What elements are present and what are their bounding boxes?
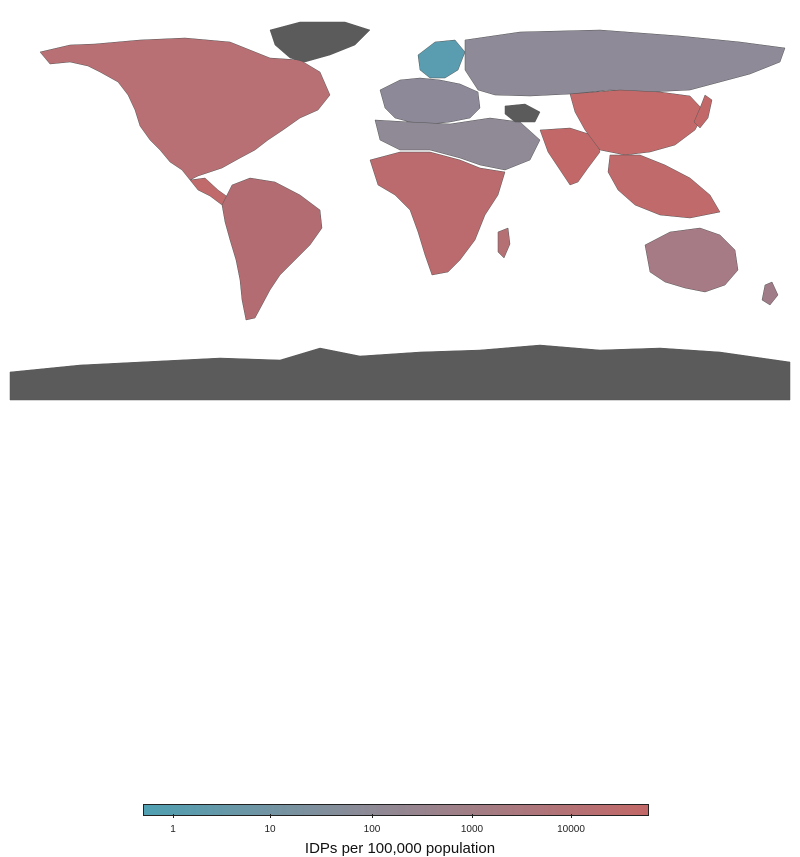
map-canvas (9, 21, 791, 401)
legend-tick (173, 814, 174, 818)
region-madagascar (497, 227, 511, 259)
region-new-zealand (761, 281, 779, 306)
region-greenland (269, 21, 371, 63)
region-russia (464, 29, 786, 97)
legend: 1 10 100 1000 10000 IDPs per 100,000 pop… (0, 400, 800, 857)
legend-tick-label-1: 1 (170, 824, 176, 835)
region-africa (369, 151, 506, 276)
legend-tick (472, 814, 473, 818)
legend-tick (372, 814, 373, 818)
region-mena (374, 117, 541, 171)
region-south-asia (539, 127, 601, 186)
region-north-america (39, 37, 331, 181)
region-southeast-asia (607, 154, 721, 219)
legend-tick-label-100: 100 (363, 824, 381, 835)
region-south-america (221, 177, 323, 321)
legend-tick-label-10: 10 (264, 824, 276, 835)
legend-tick-label-10000: 10000 (557, 824, 585, 835)
region-no-data-central-asia (504, 103, 541, 123)
region-east-asia (569, 89, 706, 156)
region-antarctica (9, 344, 791, 401)
region-australia (644, 227, 739, 293)
region-europe (379, 77, 481, 125)
legend-tick (270, 814, 271, 818)
legend-tick-label-1000: 1000 (460, 824, 484, 835)
legend-tick (571, 814, 572, 818)
region-japan (693, 94, 713, 129)
legend-title: IDPs per 100,000 population (304, 840, 496, 857)
region-scandinavia (417, 39, 466, 79)
world-map (0, 0, 800, 402)
legend-color-bar (143, 804, 649, 816)
